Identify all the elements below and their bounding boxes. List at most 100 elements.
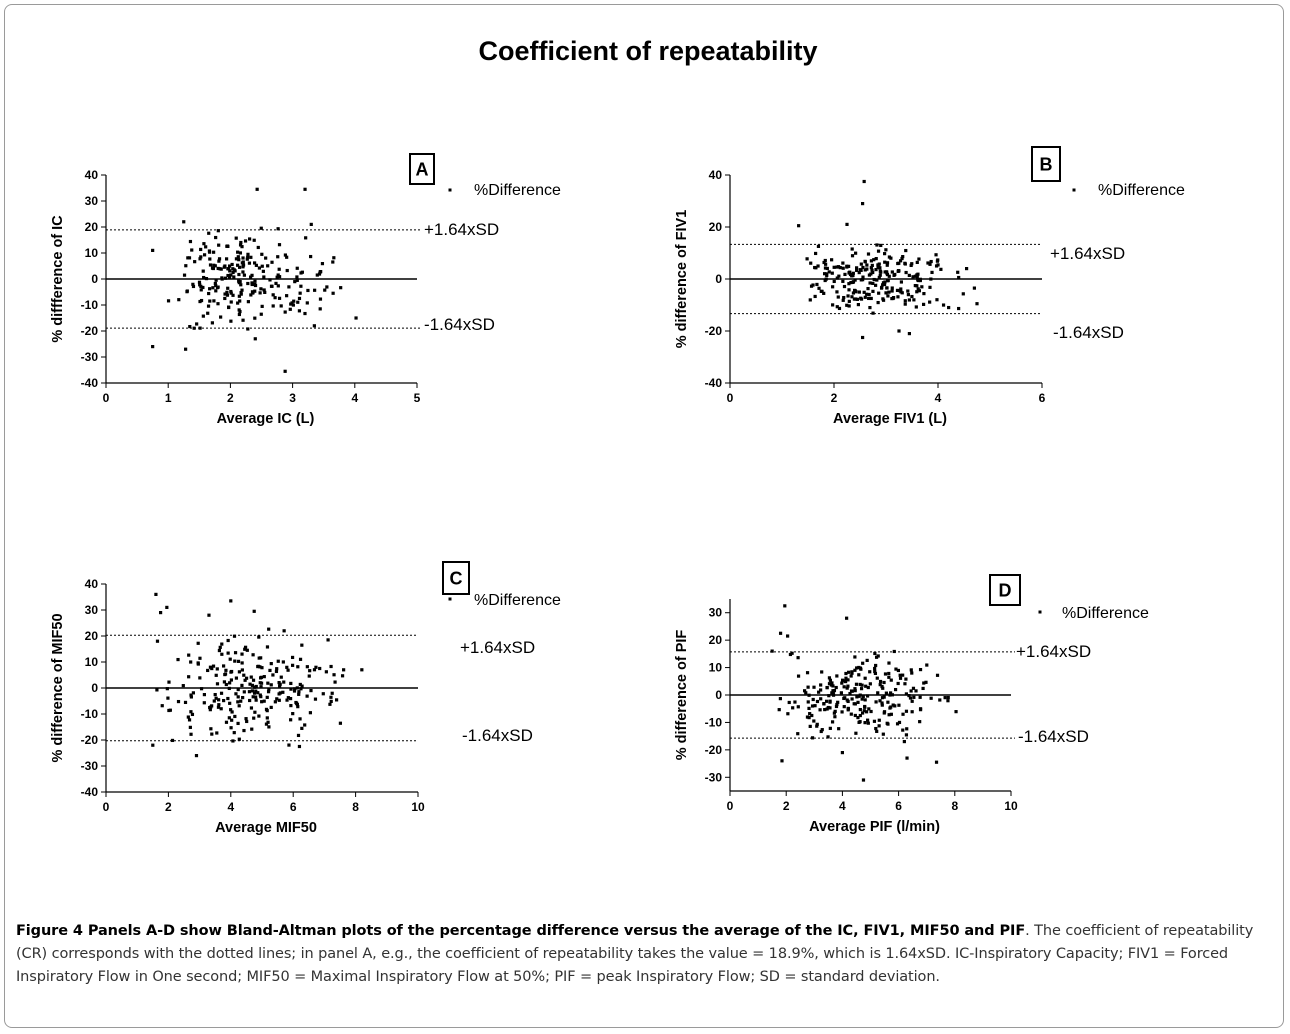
data-point bbox=[318, 307, 322, 311]
data-point bbox=[858, 682, 862, 687]
y-tick-label: -20 bbox=[81, 733, 99, 747]
data-point bbox=[846, 678, 850, 682]
data-point bbox=[954, 710, 958, 714]
data-point bbox=[827, 694, 831, 698]
data-point bbox=[213, 692, 217, 697]
x-tick-label: 2 bbox=[831, 391, 838, 405]
data-point bbox=[874, 267, 878, 272]
data-point bbox=[850, 295, 854, 299]
data-point bbox=[313, 288, 317, 292]
data-point bbox=[839, 691, 843, 695]
data-point bbox=[285, 255, 289, 259]
data-point bbox=[168, 708, 172, 712]
data-point bbox=[182, 220, 186, 224]
y-tick-label: -40 bbox=[705, 376, 723, 390]
data-point bbox=[820, 728, 824, 732]
data-point bbox=[257, 266, 262, 270]
panel-letter-box bbox=[1031, 146, 1061, 182]
data-point bbox=[922, 681, 926, 685]
data-point bbox=[318, 270, 322, 274]
data-point bbox=[238, 299, 242, 303]
data-point bbox=[208, 708, 212, 712]
data-point bbox=[271, 673, 275, 677]
data-point bbox=[910, 294, 914, 299]
data-point bbox=[882, 710, 887, 714]
data-point bbox=[860, 697, 864, 701]
data-point bbox=[874, 257, 878, 261]
y-tick-label: -10 bbox=[705, 715, 723, 729]
data-point bbox=[871, 281, 875, 285]
data-point bbox=[874, 700, 878, 704]
data-point bbox=[253, 710, 257, 714]
data-point bbox=[878, 266, 882, 270]
data-point bbox=[827, 676, 832, 680]
data-point bbox=[202, 253, 207, 257]
data-point bbox=[192, 326, 196, 330]
data-point bbox=[806, 685, 810, 689]
data-point bbox=[251, 695, 255, 699]
data-point bbox=[159, 611, 163, 615]
data-point bbox=[844, 676, 848, 680]
data-point bbox=[184, 347, 188, 351]
data-point bbox=[236, 250, 240, 254]
data-point bbox=[890, 296, 894, 301]
data-point bbox=[883, 672, 888, 676]
data-point bbox=[334, 698, 339, 702]
data-point bbox=[957, 306, 961, 311]
data-point bbox=[177, 298, 181, 302]
data-point bbox=[946, 699, 950, 703]
data-point bbox=[837, 274, 841, 278]
data-point bbox=[882, 680, 886, 685]
data-point bbox=[292, 299, 296, 303]
y-tick-label: -30 bbox=[81, 759, 99, 773]
data-point bbox=[207, 613, 211, 617]
data-point bbox=[850, 247, 854, 251]
y-tick-label: 20 bbox=[85, 629, 99, 643]
x-tick-label: 0 bbox=[103, 800, 110, 814]
data-point bbox=[214, 283, 218, 288]
upper-limit-label: +1.64xSD bbox=[460, 638, 535, 657]
data-point bbox=[889, 712, 893, 716]
data-point bbox=[846, 699, 850, 704]
data-point bbox=[292, 689, 297, 693]
data-point bbox=[216, 302, 220, 306]
x-tick-label: 2 bbox=[165, 800, 172, 814]
data-point bbox=[868, 305, 872, 310]
data-point bbox=[863, 259, 867, 263]
data-point bbox=[244, 676, 249, 680]
data-point bbox=[262, 288, 266, 292]
y-tick-label: 40 bbox=[85, 577, 99, 591]
data-point bbox=[885, 272, 890, 277]
data-point bbox=[853, 655, 857, 659]
data-point bbox=[823, 266, 828, 270]
data-point bbox=[882, 282, 887, 286]
data-point bbox=[802, 689, 807, 693]
data-point bbox=[910, 710, 914, 714]
data-point bbox=[778, 697, 782, 701]
data-point bbox=[293, 687, 297, 691]
data-point bbox=[198, 326, 202, 330]
data-point bbox=[318, 297, 323, 301]
data-point bbox=[246, 252, 250, 256]
data-point bbox=[277, 681, 281, 685]
data-point bbox=[859, 278, 863, 282]
data-point bbox=[202, 693, 206, 697]
y-tick-label: 20 bbox=[709, 220, 723, 234]
data-point bbox=[894, 667, 898, 671]
data-point bbox=[853, 687, 857, 691]
data-point bbox=[828, 699, 832, 703]
data-point bbox=[264, 722, 269, 726]
data-point bbox=[267, 687, 271, 692]
data-point bbox=[233, 714, 237, 719]
data-point bbox=[226, 696, 230, 701]
data-point bbox=[304, 236, 308, 240]
data-point bbox=[185, 290, 189, 294]
data-point bbox=[869, 259, 873, 263]
data-point bbox=[819, 683, 823, 687]
data-point bbox=[331, 260, 335, 264]
x-axis-title: Average FIV1 (L) bbox=[833, 411, 947, 427]
data-point bbox=[876, 265, 880, 269]
data-point bbox=[917, 289, 921, 293]
data-point bbox=[847, 282, 851, 286]
data-point bbox=[199, 288, 203, 292]
